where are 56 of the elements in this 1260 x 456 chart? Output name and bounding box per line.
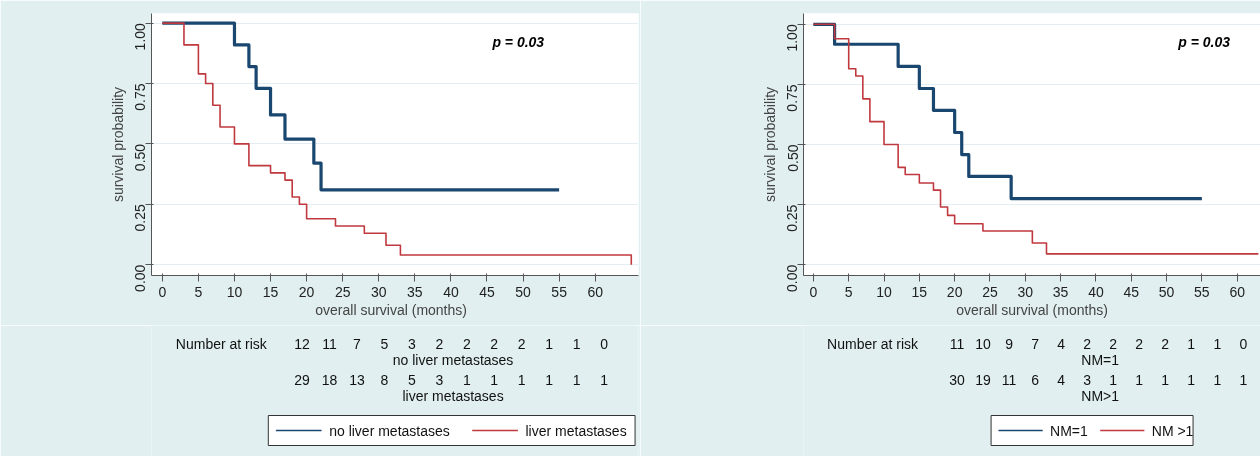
x-tick-label: 60: [1229, 283, 1246, 300]
x-tick-label: 0: [809, 283, 818, 300]
y-axis-title: survival probability: [109, 86, 126, 203]
x-axis-title: overall survival (months): [315, 301, 467, 318]
x-tick-label: 60: [587, 283, 604, 300]
x-tick-label: 25: [982, 283, 998, 300]
x-tick-label: 30: [370, 283, 387, 300]
x-tick-label: 10: [226, 283, 243, 300]
legend-label: NM >1: [1151, 422, 1194, 439]
legend-label: no liver metastases: [329, 422, 450, 439]
x-tick-label: 25: [334, 283, 351, 300]
text: Number at risk: [175, 335, 268, 352]
legend-label: NM=1: [1050, 422, 1089, 439]
x-tick-label: 55: [1194, 283, 1210, 300]
y-tick-label: 0.00: [784, 264, 801, 292]
y-tick-label: 0.25: [132, 204, 149, 232]
annotation: p = 0.03: [1177, 34, 1231, 51]
x-tick-label: 50: [1158, 283, 1175, 300]
x-tick-label: 35: [407, 283, 423, 300]
x-tick-label: 5: [844, 283, 853, 300]
text: 12 11 7 5 3 2 2 2 2 1 1 0: [294, 335, 608, 352]
text: Number at risk: [827, 335, 920, 352]
x-tick-label: 40: [443, 283, 459, 300]
x-tick-label: 45: [1123, 283, 1140, 300]
annotation: p = 0.03: [491, 34, 545, 51]
text: 29 18 13 8 5 3 1 1 1 1 1 1: [294, 371, 608, 388]
y-tick-label: 0.50: [784, 144, 801, 172]
x-tick-label: 35: [1052, 283, 1069, 300]
y-tick-label: 0.50: [132, 143, 149, 172]
text: NM=1: [1081, 351, 1120, 368]
text: 11 10 9 7 4 2 2 2 2 1 1 0: [949, 335, 1248, 352]
x-tick-label: 15: [262, 283, 279, 300]
x-tick-label: 40: [1088, 283, 1104, 300]
text: NM>1: [1081, 387, 1120, 404]
legend-label: liver metastases: [525, 422, 627, 439]
y-tick-label: 1.00: [784, 24, 801, 52]
text: no liver metastases: [392, 351, 514, 368]
y-axis-title: survival probability: [761, 86, 778, 203]
x-axis-title: overall survival (months): [956, 301, 1108, 318]
x-tick-label: 10: [876, 283, 893, 300]
y-tick-label: 0.75: [784, 84, 801, 112]
y-tick-label: 0.00: [132, 264, 149, 292]
x-tick-label: 50: [515, 283, 532, 300]
x-tick-label: 20: [946, 283, 963, 300]
x-tick-label: 55: [551, 283, 568, 300]
x-tick-label: 5: [194, 283, 203, 300]
x-tick-label: 30: [1017, 283, 1034, 300]
x-tick-label: 20: [298, 283, 315, 300]
x-tick-label: 15: [911, 283, 928, 300]
y-tick-label: 0.25: [784, 204, 801, 232]
x-tick-label: 45: [479, 283, 495, 300]
x-tick-label: 0: [158, 283, 167, 300]
y-tick-label: 0.75: [132, 83, 149, 111]
text: liver metastases: [402, 387, 504, 404]
y-tick-label: 1.00: [132, 22, 149, 51]
text: 30 19 11 6 4 3 1 1 1 1 1 1: [949, 371, 1248, 388]
